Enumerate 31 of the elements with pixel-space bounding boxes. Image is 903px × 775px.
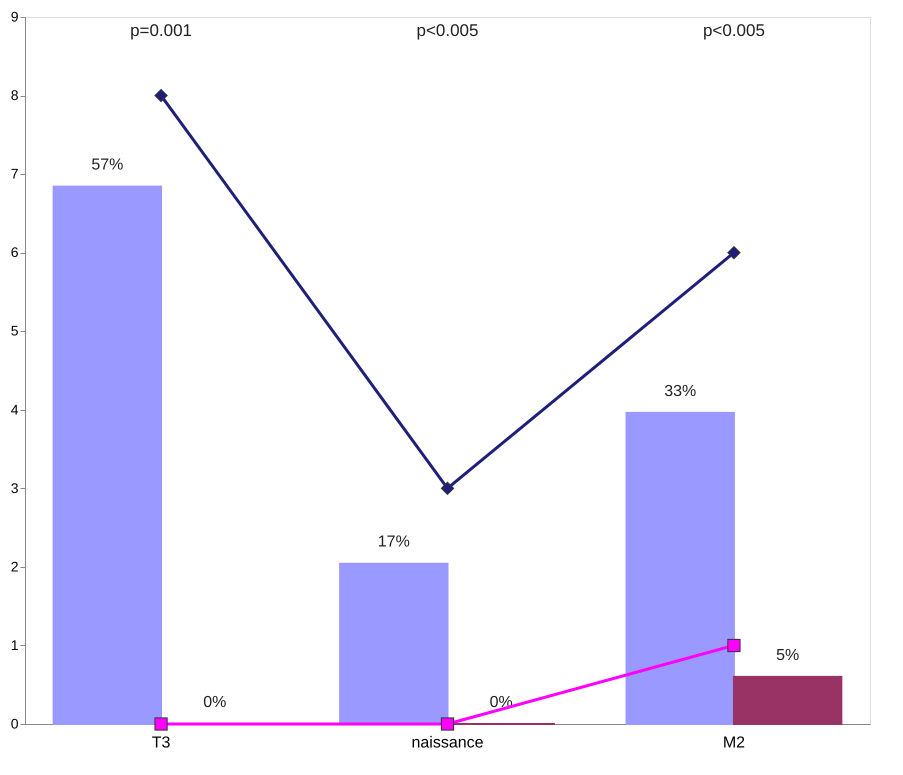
- data-label: 0%: [490, 694, 513, 711]
- data-label: 5%: [776, 646, 800, 664]
- annotation: p<0.005: [416, 21, 478, 40]
- data-label: 17%: [378, 534, 410, 551]
- point: [727, 638, 741, 652]
- y-tick-label: 5: [10, 322, 19, 339]
- bar: [732, 676, 842, 725]
- y-tick-label: 2: [10, 558, 19, 574]
- data-label: 57%: [91, 156, 124, 174]
- bar: [626, 412, 735, 725]
- point: [440, 717, 454, 731]
- y-tick-label: 9: [10, 8, 19, 24]
- y-tick-label: 8: [10, 87, 19, 104]
- y-tick-label: 6: [10, 244, 19, 260]
- annotation: p=0.001: [130, 21, 192, 40]
- y-tick-label: 0: [10, 716, 19, 732]
- point: [440, 482, 454, 495]
- y-tick-label: 4: [10, 401, 19, 418]
- x-tick-label: M2: [722, 734, 746, 752]
- data-label: 0%: [203, 694, 226, 711]
- x-tick-label: T3: [152, 734, 170, 752]
- x-tick-label: naissance: [411, 734, 484, 752]
- y-tick-label: 7: [10, 166, 19, 182]
- point: [727, 246, 741, 260]
- point: [154, 88, 168, 102]
- point: [154, 717, 168, 731]
- data-label: 33%: [664, 382, 696, 400]
- bar: [52, 186, 162, 725]
- y-tick-label: 3: [10, 480, 19, 496]
- y-tick-label: 1: [10, 636, 19, 653]
- annotation: p<0.005: [702, 21, 765, 40]
